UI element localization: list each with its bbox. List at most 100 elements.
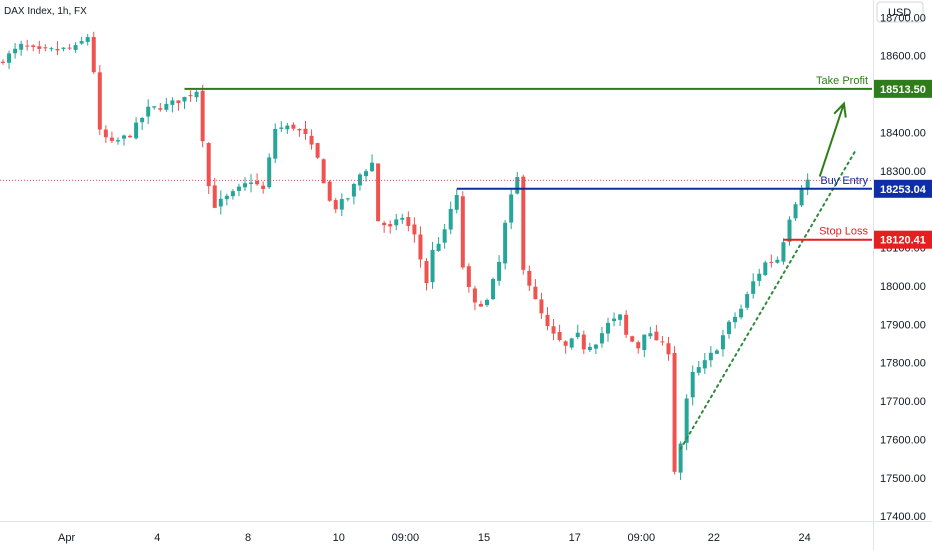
candle-body bbox=[569, 338, 574, 348]
time-tick-label: 15 bbox=[478, 532, 490, 544]
time-tick-label: 24 bbox=[799, 532, 811, 544]
overlays: Take Profit Buy Entry Stop Loss bbox=[0, 75, 872, 451]
candle-body bbox=[170, 100, 175, 105]
candle-body bbox=[73, 45, 78, 50]
candle-body bbox=[424, 261, 429, 284]
candle-body bbox=[696, 367, 701, 373]
candle-body bbox=[388, 224, 393, 227]
candle-body bbox=[702, 360, 707, 369]
candle-body bbox=[551, 326, 556, 334]
candle-body bbox=[714, 350, 719, 354]
candle-body bbox=[43, 47, 48, 49]
candle-body bbox=[527, 270, 532, 286]
candle-body bbox=[364, 171, 368, 177]
candle-body bbox=[243, 183, 247, 188]
candle-body bbox=[49, 48, 54, 50]
candle-body bbox=[158, 108, 163, 110]
candle-body bbox=[472, 288, 477, 303]
candle-body bbox=[460, 196, 465, 268]
candle-body bbox=[309, 135, 314, 145]
candle-body bbox=[612, 318, 617, 322]
candle-body bbox=[799, 188, 804, 206]
candle-body bbox=[79, 41, 84, 44]
candle-body bbox=[624, 314, 629, 335]
take-profit-label: Take Profit bbox=[816, 75, 868, 87]
candle-body bbox=[557, 331, 562, 340]
candle-body bbox=[630, 336, 635, 342]
candle-body bbox=[194, 91, 199, 98]
candle-body bbox=[708, 352, 713, 361]
candle-body bbox=[563, 341, 568, 346]
candle-body bbox=[67, 47, 72, 49]
candle-body bbox=[382, 222, 387, 226]
candle-body bbox=[19, 43, 24, 50]
candle-body bbox=[509, 194, 514, 223]
candle-body bbox=[781, 242, 786, 262]
candle-body bbox=[128, 135, 133, 138]
candle-body bbox=[115, 140, 120, 142]
candle-body bbox=[805, 179, 810, 189]
price-tick-label: 17900.00 bbox=[880, 319, 926, 331]
candle-body bbox=[690, 371, 695, 398]
candle-body bbox=[345, 198, 350, 200]
candle-body bbox=[200, 90, 205, 142]
candle-body bbox=[733, 316, 738, 323]
candle-body bbox=[606, 322, 610, 334]
support-trendline[interactable] bbox=[679, 148, 858, 451]
candle-body bbox=[351, 184, 356, 197]
candle-body bbox=[618, 314, 623, 320]
candle-body bbox=[273, 128, 278, 159]
currency-button[interactable] bbox=[876, 1, 924, 23]
candle-body bbox=[218, 198, 223, 207]
candle-body bbox=[103, 129, 108, 138]
candle-body bbox=[684, 398, 689, 443]
candle-body bbox=[539, 299, 544, 314]
buy-entry-label: Buy Entry bbox=[820, 175, 868, 187]
candle-body bbox=[745, 294, 750, 308]
candle-body bbox=[164, 103, 169, 110]
price-tick-label: 17500.00 bbox=[880, 473, 926, 485]
stop-loss-price-tag bbox=[874, 230, 932, 249]
buy-entry-price-tag bbox=[874, 179, 932, 198]
stop-loss-label: Stop Loss bbox=[819, 226, 868, 238]
candle-body bbox=[7, 53, 12, 63]
candle-body bbox=[212, 185, 217, 208]
candle-body bbox=[13, 48, 18, 54]
candle-body bbox=[533, 286, 538, 300]
target-arrow-head bbox=[833, 101, 847, 118]
candle-body bbox=[720, 335, 725, 350]
candle-body bbox=[25, 45, 30, 47]
target-arrow-shaft[interactable] bbox=[818, 103, 845, 177]
candle-body bbox=[182, 96, 187, 102]
time-tick-label: 09:00 bbox=[628, 532, 656, 544]
price-tick-label: 17600.00 bbox=[880, 434, 926, 446]
candle-body bbox=[339, 199, 344, 210]
candle-body bbox=[660, 341, 665, 343]
candle-body bbox=[376, 163, 381, 222]
price-tick-label: 18000.00 bbox=[880, 281, 926, 293]
time-tick-label: 22 bbox=[708, 532, 720, 544]
candle-body bbox=[236, 186, 241, 191]
candle-body bbox=[678, 443, 683, 473]
candle-body bbox=[31, 45, 36, 47]
price-tick-label: 18400.00 bbox=[880, 127, 926, 139]
time-tick-label: 09:00 bbox=[392, 532, 420, 544]
candle-body bbox=[370, 162, 375, 172]
price-tick-label: 18600.00 bbox=[880, 51, 926, 63]
candle-body bbox=[97, 72, 102, 130]
candle-body bbox=[793, 204, 798, 219]
candle-body bbox=[648, 333, 653, 337]
candle-body bbox=[654, 331, 659, 341]
candle-body bbox=[61, 47, 66, 49]
candle-body bbox=[515, 177, 520, 194]
candle-body bbox=[775, 259, 780, 263]
candle-body bbox=[575, 332, 580, 337]
take-profit-price-label: 18513.50 bbox=[880, 84, 926, 96]
candle-body bbox=[55, 48, 60, 51]
candle-body bbox=[134, 122, 139, 139]
candle-body bbox=[672, 352, 677, 472]
candle-body bbox=[400, 217, 405, 220]
candle-body bbox=[636, 342, 641, 349]
